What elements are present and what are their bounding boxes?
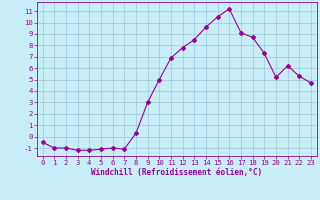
X-axis label: Windchill (Refroidissement éolien,°C): Windchill (Refroidissement éolien,°C) <box>91 168 262 177</box>
